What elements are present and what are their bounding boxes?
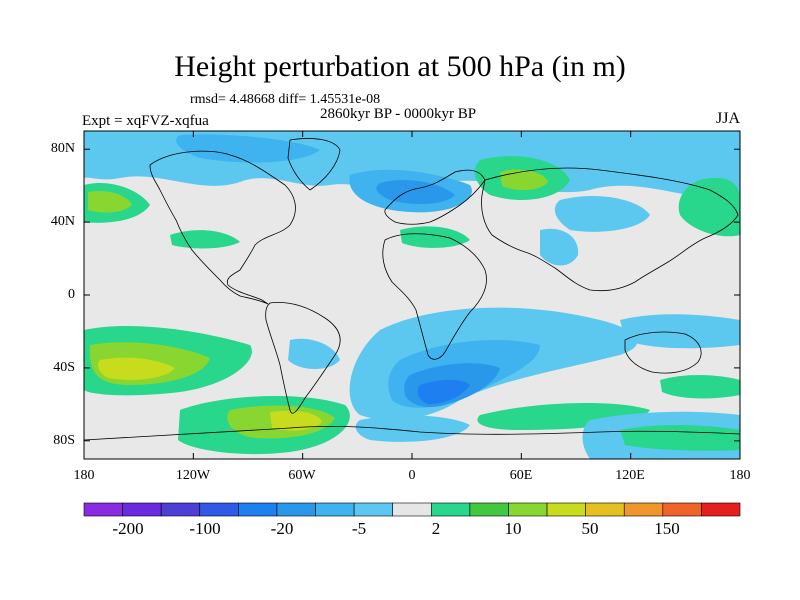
colorbar-label: -20 (270, 519, 294, 538)
x-tick-label: 180 (729, 468, 751, 483)
australia-negative (620, 314, 740, 349)
pacific-north-core (88, 190, 132, 213)
contour-fill (84, 131, 740, 459)
colorbar-swatch (430, 502, 471, 517)
colorbar-swatch (315, 502, 355, 517)
north-america-coast (149, 150, 296, 305)
colorbar-label: 50 (581, 519, 599, 538)
y-tick-label: 40S (53, 360, 75, 375)
antarctic-negative-central (355, 415, 470, 442)
europe-low-core (376, 180, 455, 205)
npacific-east-positive (678, 177, 740, 237)
y-tick-label: 80N (50, 141, 75, 156)
colorbar-swatch (276, 502, 316, 517)
asia-blue-east (554, 195, 650, 232)
x-tick-label: 120W (175, 468, 211, 483)
y-tick-label: 0 (68, 287, 75, 302)
colorbar-swatch (392, 502, 432, 517)
colorbar-swatch (353, 502, 394, 517)
south-america-negative (288, 338, 340, 369)
greenland-coast (287, 138, 341, 191)
colorbar-swatch (701, 502, 741, 517)
map-title: Height perturbation at 500 hPa (in m) (174, 50, 626, 83)
south-pacific-positive-south-core (270, 410, 322, 431)
colorbar-swatch (83, 502, 123, 517)
colorbar-swatch (238, 502, 278, 517)
x-tick-label: 120E (615, 468, 645, 483)
colorbar-swatch (546, 502, 586, 517)
period-label: 2860kyr BP - 0000kyr BP (320, 106, 477, 122)
arctic-core (176, 134, 320, 163)
colorbar-swatch (508, 502, 548, 517)
colorbar-swatch (122, 502, 162, 517)
colorbar-label: -5 (351, 519, 367, 538)
colorbar-label: 10 (504, 519, 522, 538)
colorbar-swatch (160, 502, 201, 517)
colorbar-swatch (199, 502, 239, 517)
x-tick-label: 180 (73, 468, 95, 483)
south-atlantic-low-core (417, 379, 470, 405)
colorbar (83, 502, 741, 517)
south-america-coast (265, 301, 341, 414)
colorbar-label: 150 (654, 519, 680, 538)
x-tick-label: 60E (509, 468, 533, 483)
x-tick-label: 0 (408, 468, 416, 483)
europe-coast (384, 169, 486, 225)
mideast-positive (400, 226, 470, 248)
colorbar-swatch (623, 502, 664, 517)
africa-coast (382, 233, 487, 360)
season-label: JJA (716, 110, 741, 127)
colorbar-label: -100 (189, 519, 221, 538)
australia-coast (624, 331, 702, 374)
y-tick-label: 40N (50, 214, 75, 229)
y-tick-label: 80S (53, 433, 75, 448)
coastlines (84, 138, 740, 441)
antarctica-coast (84, 425, 740, 441)
asia-blue-west (540, 228, 579, 266)
south-pacific-positive-core (98, 357, 175, 380)
x-tick-label: 60W (288, 468, 316, 483)
stats-label: rmsd= 4.48668 diff= 1.45531e-08 (190, 92, 381, 107)
axis-ticks (83, 131, 741, 459)
antarctic-positive-east (620, 425, 740, 451)
colorbar-swatch (662, 502, 702, 517)
asia-positive-core (500, 169, 548, 191)
colorbar-label: 2 (431, 519, 441, 538)
colorbar-label: -200 (112, 519, 144, 538)
colorbar-swatch (585, 502, 625, 517)
australia-positive (660, 375, 740, 399)
asia-coast (481, 167, 739, 292)
experiment-label: Expt = xqFVZ-xqfua (82, 113, 209, 129)
colorbar-swatch (469, 502, 509, 517)
